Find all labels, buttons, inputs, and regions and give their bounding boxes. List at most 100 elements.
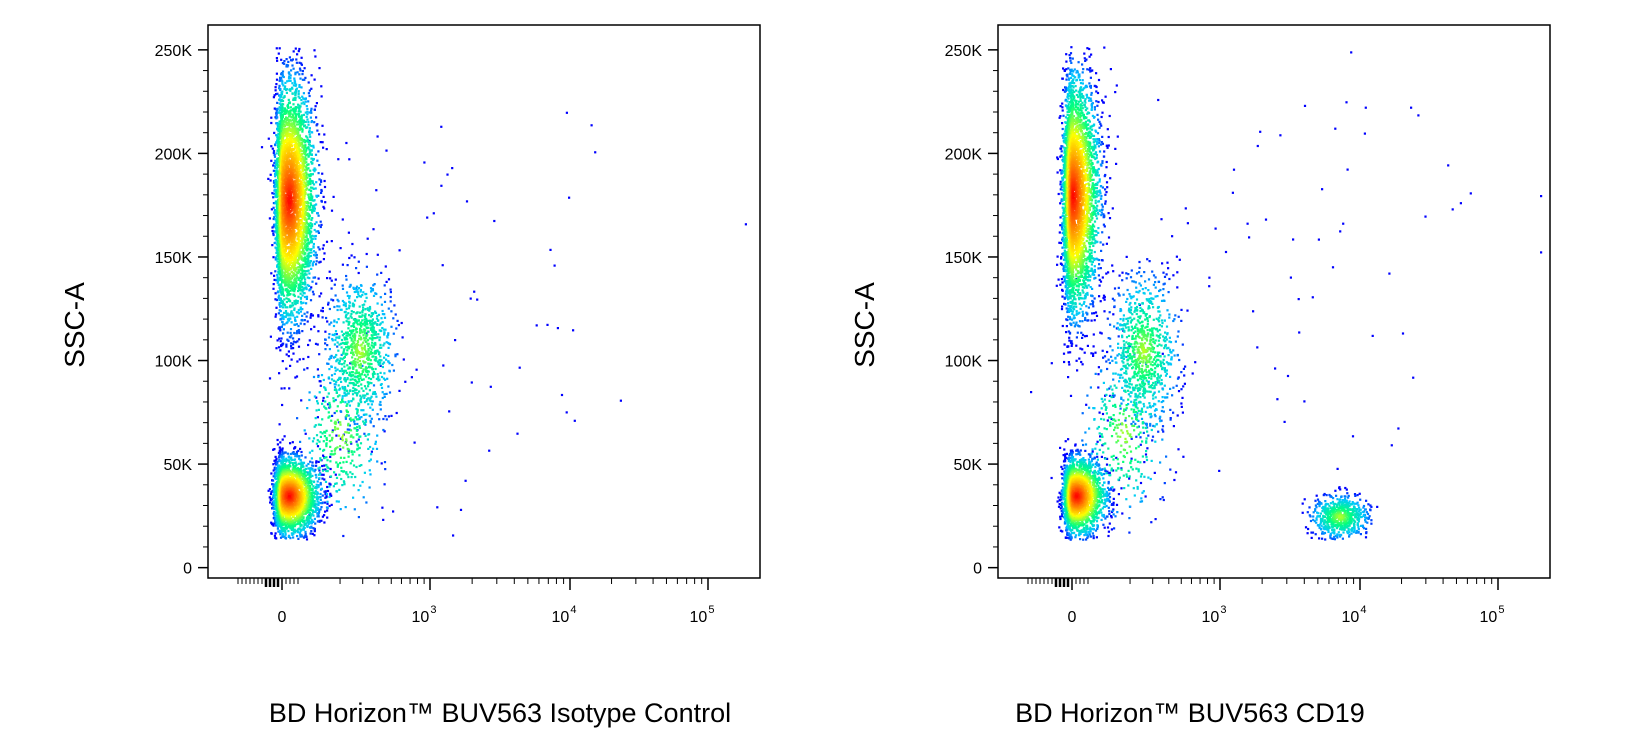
event-dot bbox=[306, 276, 309, 279]
event-dot bbox=[303, 488, 306, 491]
event-dot bbox=[279, 288, 282, 291]
event-dot bbox=[323, 448, 326, 451]
event-dot bbox=[302, 147, 305, 150]
event-dot bbox=[344, 352, 347, 355]
event-dot bbox=[310, 530, 313, 533]
event-dot bbox=[302, 469, 305, 472]
event-dot bbox=[358, 350, 361, 354]
event-dot bbox=[320, 223, 323, 226]
event-dot bbox=[297, 283, 300, 286]
event-dot bbox=[279, 255, 282, 258]
event-dot bbox=[356, 422, 359, 426]
event-dot bbox=[365, 340, 368, 343]
event-dot bbox=[313, 78, 316, 81]
event-dot bbox=[309, 316, 312, 319]
event-dot bbox=[304, 522, 307, 525]
event-dot bbox=[364, 300, 367, 303]
event-dot bbox=[333, 320, 336, 323]
event-dot bbox=[281, 116, 284, 119]
event-dot bbox=[369, 350, 372, 354]
event-dot bbox=[284, 266, 287, 269]
event-dot bbox=[341, 439, 344, 442]
event-dot bbox=[301, 166, 305, 170]
event-dot bbox=[314, 502, 317, 505]
event-dot bbox=[306, 509, 310, 512]
event-dot bbox=[356, 371, 359, 374]
event-dot bbox=[356, 350, 359, 353]
event-dot bbox=[305, 213, 308, 216]
event-dot bbox=[365, 318, 368, 321]
event-dot bbox=[339, 247, 342, 250]
event-dot bbox=[349, 429, 353, 432]
event-dot bbox=[297, 449, 300, 452]
event-dot bbox=[275, 279, 278, 282]
event-dot bbox=[313, 325, 316, 328]
event-dot bbox=[296, 330, 299, 333]
event-dot bbox=[348, 256, 351, 260]
event-dot bbox=[339, 456, 343, 459]
event-dot bbox=[355, 394, 359, 397]
event-dot bbox=[356, 412, 359, 415]
event-dot bbox=[340, 338, 344, 342]
event-dot bbox=[284, 524, 288, 527]
event-dot bbox=[385, 341, 388, 344]
event-dot bbox=[272, 524, 275, 527]
event-dot bbox=[316, 129, 319, 132]
event-dot bbox=[301, 164, 304, 167]
event-dot bbox=[391, 363, 394, 367]
event-dot bbox=[337, 318, 340, 321]
event-dot bbox=[283, 435, 286, 438]
event-dot bbox=[302, 201, 305, 205]
event-dot bbox=[308, 248, 311, 251]
event-dot bbox=[373, 333, 376, 336]
event-dot bbox=[334, 380, 338, 383]
event-dot bbox=[274, 241, 277, 244]
event-dot bbox=[348, 295, 351, 298]
event-dot bbox=[380, 317, 383, 320]
event-dot bbox=[286, 80, 289, 83]
event-dot bbox=[291, 289, 295, 292]
event-dot bbox=[345, 141, 348, 145]
event-dot bbox=[345, 404, 348, 407]
event-dot bbox=[351, 342, 354, 346]
event-dot bbox=[347, 231, 350, 234]
event-dot bbox=[329, 460, 332, 463]
event-dot bbox=[301, 269, 304, 272]
event-dot bbox=[279, 314, 282, 317]
event-dot bbox=[317, 150, 320, 153]
event-dot bbox=[287, 298, 290, 301]
event-dot bbox=[352, 303, 356, 306]
event-dot bbox=[302, 234, 305, 237]
event-dot bbox=[297, 277, 300, 280]
event-dot bbox=[365, 296, 368, 299]
event-dot bbox=[332, 195, 335, 198]
event-dot bbox=[291, 302, 294, 305]
event-dot bbox=[347, 451, 350, 454]
event-dot bbox=[288, 115, 291, 118]
event-dot bbox=[268, 377, 272, 380]
event-dot bbox=[345, 409, 348, 412]
event-dot bbox=[285, 345, 288, 348]
event-dot bbox=[356, 352, 359, 355]
event-dot bbox=[305, 171, 308, 174]
event-dot bbox=[294, 112, 297, 115]
event-dot bbox=[309, 230, 312, 233]
event-dot bbox=[340, 380, 343, 383]
event-dot bbox=[284, 517, 287, 520]
event-dot bbox=[293, 521, 296, 524]
event-dot bbox=[274, 472, 277, 475]
event-dot bbox=[284, 522, 287, 525]
event-dot bbox=[275, 493, 278, 496]
event-dot bbox=[285, 300, 288, 304]
event-dot bbox=[296, 301, 299, 305]
event-dot bbox=[355, 465, 358, 469]
event-dot bbox=[323, 464, 326, 467]
event-dot bbox=[290, 358, 293, 361]
event-dot bbox=[302, 113, 306, 116]
event-dot bbox=[371, 341, 374, 344]
event-dot bbox=[294, 455, 297, 458]
event-dot bbox=[312, 464, 315, 467]
event-dot bbox=[280, 387, 283, 390]
event-dot bbox=[359, 484, 362, 487]
event-dot bbox=[297, 295, 300, 298]
